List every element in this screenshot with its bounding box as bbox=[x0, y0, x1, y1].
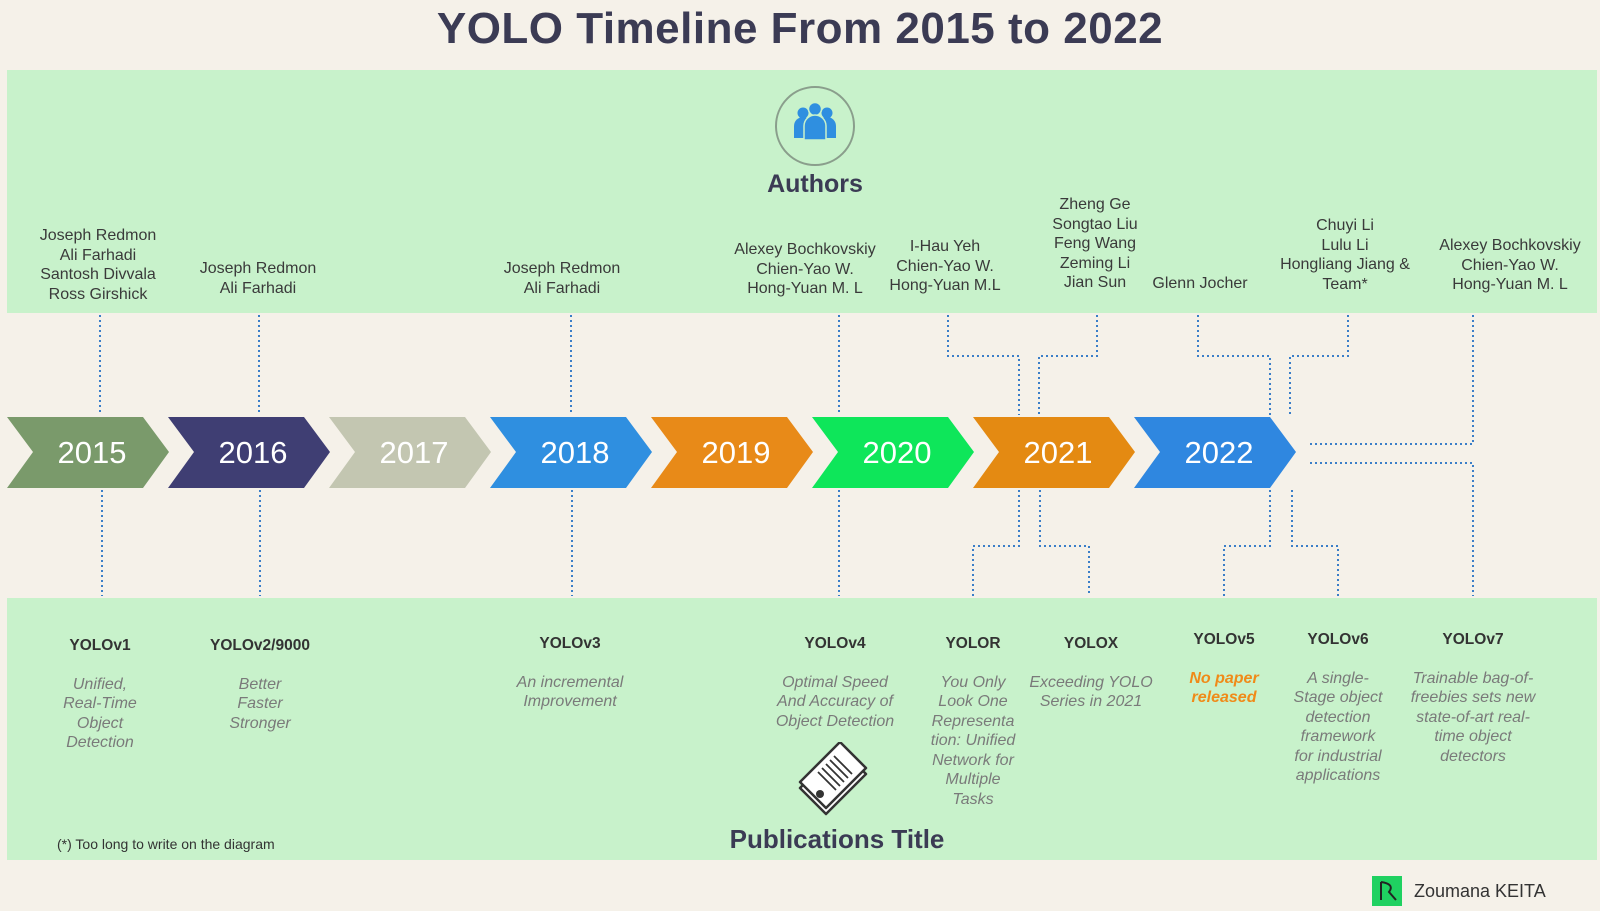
publication-yolov4: YOLOv4 Optimal Speed And Accuracy of Obj… bbox=[755, 614, 915, 751]
authors-yolov2: Joseph Redmon Ali Farhadi bbox=[199, 260, 317, 297]
year-label: 2018 bbox=[541, 435, 610, 470]
publications-band bbox=[7, 598, 1597, 860]
publication-desc: Better Faster Stronger bbox=[229, 675, 291, 732]
page-title: YOLO Timeline From 2015 to 2022 bbox=[436, 4, 1164, 53]
credit: Zoumana KEITA bbox=[1372, 876, 1546, 906]
year-label: 2017 bbox=[380, 435, 449, 470]
brand-logo-icon bbox=[1372, 876, 1402, 906]
people-group-icon bbox=[775, 86, 855, 166]
year-label: 2016 bbox=[219, 435, 288, 470]
year-arrow-2016 bbox=[168, 417, 330, 488]
authors-yolov7: Alexey Bochkovskiy Chien-Yao W. Hong-Yua… bbox=[1439, 237, 1581, 293]
year-label: 2022 bbox=[1185, 435, 1254, 470]
authors-yolox: Zheng Ge Songtao Liu Feng Wang Zeming Li… bbox=[1052, 196, 1138, 291]
publication-name: YOLOv4 bbox=[804, 634, 866, 652]
authors-yolor: I-Hau Yeh Chien-Yao W. Hong-Yuan M.L bbox=[889, 238, 1001, 294]
year-label: 2015 bbox=[58, 435, 127, 470]
year-arrow-2018 bbox=[490, 417, 652, 488]
publication-desc: You Only Look One Representa tion: Unifi… bbox=[930, 673, 1016, 808]
publication-desc: Optimal Speed And Accuracy of Object Det… bbox=[775, 673, 895, 730]
publication-name: YOLOv7 bbox=[1442, 630, 1504, 648]
publication-yolov5: YOLOv5 No paper released bbox=[1170, 610, 1278, 727]
publication-yolov2: YOLOv2/9000 Better Faster Stronger bbox=[190, 616, 330, 753]
authors-yolov5: Glenn Jocher bbox=[1152, 275, 1248, 292]
publication-desc: Trainable bag-of- freebies sets new stat… bbox=[1410, 669, 1536, 765]
authors-yolov3: Joseph Redmon Ali Farhadi bbox=[503, 260, 621, 297]
publication-name: YOLOv3 bbox=[539, 634, 601, 652]
authors-label: Authors bbox=[767, 170, 863, 198]
publication-name: YOLOv6 bbox=[1307, 630, 1369, 648]
year-label: 2020 bbox=[863, 435, 932, 470]
publication-yolov7: YOLOv7 Trainable bag-of- freebies sets n… bbox=[1398, 610, 1548, 786]
connector-lines bbox=[99, 315, 1474, 596]
publication-name: YOLOX bbox=[1063, 634, 1119, 652]
publication-desc: No paper released bbox=[1189, 669, 1259, 707]
authors-yolov6: Chuyi Li Lulu Li Hongliang Jiang & Team* bbox=[1280, 217, 1410, 293]
publication-name: YOLOv1 bbox=[69, 636, 131, 654]
publication-desc: An incremental Improvement bbox=[516, 673, 624, 711]
credit-name: Zoumana KEITA bbox=[1414, 880, 1546, 901]
year-arrow-2019 bbox=[651, 417, 813, 488]
year-arrow-2017 bbox=[329, 417, 491, 488]
year-label: 2021 bbox=[1024, 435, 1093, 470]
year-arrow-2021 bbox=[973, 417, 1135, 488]
publication-yolox: YOLOX Exceeding YOLO Series in 2021 bbox=[1018, 614, 1164, 731]
publication-name: YOLOv2/9000 bbox=[210, 636, 310, 654]
publication-name: YOLOv5 bbox=[1193, 630, 1255, 648]
year-label: 2019 bbox=[702, 435, 771, 470]
paper-stack-icon bbox=[796, 740, 870, 818]
publication-yolor: YOLOR You Only Look One Representa tion:… bbox=[923, 614, 1023, 829]
publication-desc: Exceeding YOLO Series in 2021 bbox=[1029, 673, 1153, 711]
publication-desc: Unified, Real-Time Object Detection bbox=[63, 675, 137, 752]
authors-yolov4: Alexey Bochkovskiy Chien-Yao W. Hong-Yua… bbox=[734, 241, 876, 297]
publication-yolov1: YOLOv1 Unified, Real-Time Object Detecti… bbox=[30, 616, 170, 772]
year-arrow-2015 bbox=[7, 417, 169, 488]
year-arrows: 2015 2016 2017 2018 2019 2020 2021 2022 bbox=[7, 417, 1296, 488]
year-arrow-2020 bbox=[812, 417, 974, 488]
publication-yolov6: YOLOv6 A single- Stage object detection … bbox=[1278, 610, 1398, 805]
authors-yolov1: Joseph Redmon Ali Farhadi Santosh Divval… bbox=[39, 227, 157, 303]
publication-desc: A single- Stage object detection framewo… bbox=[1293, 669, 1383, 785]
year-arrow-2022 bbox=[1134, 417, 1296, 488]
publication-yolov3: YOLOv3 An incremental Improvement bbox=[495, 614, 645, 731]
footnote: (*) Too long to write on the diagram bbox=[57, 836, 275, 852]
publication-name: YOLOR bbox=[945, 634, 1001, 652]
publications-label: Publications Title bbox=[729, 824, 945, 854]
